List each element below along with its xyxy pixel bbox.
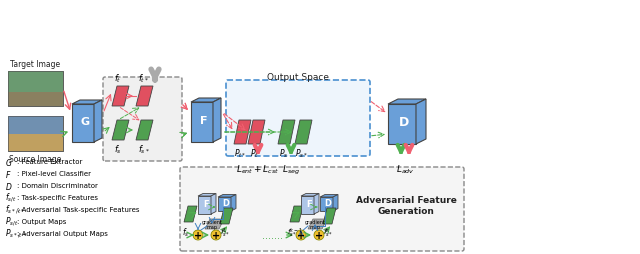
Polygon shape bbox=[323, 208, 336, 224]
Text: $L_{adv}$: $L_{adv}$ bbox=[396, 163, 414, 176]
Polygon shape bbox=[211, 194, 216, 214]
Text: +: + bbox=[212, 230, 220, 240]
Text: $f_{t*}$: $f_{t*}$ bbox=[138, 72, 150, 85]
Text: +: + bbox=[297, 230, 305, 240]
Polygon shape bbox=[112, 87, 129, 107]
Polygon shape bbox=[416, 100, 426, 145]
Bar bbox=[8, 93, 63, 107]
Polygon shape bbox=[72, 101, 102, 105]
Text: +: + bbox=[194, 230, 202, 240]
Polygon shape bbox=[213, 99, 221, 142]
Text: $P_{s/t}$: $P_{s/t}$ bbox=[5, 215, 19, 228]
Text: D: D bbox=[399, 116, 410, 129]
Circle shape bbox=[193, 230, 203, 240]
Text: : Adversarial Task-specific Features: : Adversarial Task-specific Features bbox=[17, 206, 140, 212]
Text: D: D bbox=[324, 198, 332, 208]
Text: : Pixel-level Classifier: : Pixel-level Classifier bbox=[17, 170, 91, 176]
Text: $D$: $D$ bbox=[5, 180, 13, 191]
FancyBboxPatch shape bbox=[180, 167, 464, 251]
Polygon shape bbox=[278, 121, 295, 145]
Polygon shape bbox=[388, 105, 416, 145]
Text: $P_{t*}$: $P_{t*}$ bbox=[234, 147, 246, 160]
Polygon shape bbox=[301, 194, 319, 196]
Polygon shape bbox=[94, 101, 102, 142]
Text: $P_{s*}$: $P_{s*}$ bbox=[294, 147, 307, 160]
Text: gradient
map: gradient map bbox=[202, 219, 223, 230]
Text: : Output Maps: : Output Maps bbox=[17, 218, 67, 224]
Text: gradient
map: gradient map bbox=[305, 219, 325, 230]
Text: : Adversarial Output Maps: : Adversarial Output Maps bbox=[17, 230, 108, 236]
Polygon shape bbox=[218, 195, 236, 197]
Text: $f_{s*}^k$: $f_{s*}^k$ bbox=[323, 226, 333, 239]
Polygon shape bbox=[248, 121, 265, 145]
Text: Adversarial Feature
Generation: Adversarial Feature Generation bbox=[356, 196, 456, 215]
Text: Output Space: Output Space bbox=[267, 73, 329, 82]
Text: Source Image: Source Image bbox=[10, 154, 61, 163]
Text: $f_{s*/t*}$: $f_{s*/t*}$ bbox=[5, 203, 25, 216]
Text: $f_s$: $f_s$ bbox=[182, 226, 189, 239]
Text: $F$: $F$ bbox=[5, 168, 12, 179]
Text: $P_{s*/t*}$: $P_{s*/t*}$ bbox=[5, 227, 27, 240]
Polygon shape bbox=[333, 195, 338, 211]
Text: $G$: $G$ bbox=[5, 156, 13, 167]
Polygon shape bbox=[220, 208, 233, 224]
Text: $f_s$: $f_s$ bbox=[114, 144, 122, 156]
Polygon shape bbox=[308, 219, 327, 229]
Polygon shape bbox=[320, 195, 338, 197]
Text: $f_{s*}$: $f_{s*}$ bbox=[138, 144, 150, 156]
Bar bbox=[8, 117, 63, 151]
Text: $f_{s*}^{k-1}$: $f_{s*}^{k-1}$ bbox=[287, 226, 303, 239]
FancyBboxPatch shape bbox=[226, 81, 370, 156]
Polygon shape bbox=[191, 103, 213, 142]
Text: F: F bbox=[203, 199, 209, 209]
Polygon shape bbox=[136, 121, 153, 140]
Polygon shape bbox=[198, 196, 211, 214]
Polygon shape bbox=[388, 100, 426, 105]
Polygon shape bbox=[198, 194, 216, 196]
Circle shape bbox=[296, 230, 306, 240]
Text: $L_{seg}$: $L_{seg}$ bbox=[282, 163, 300, 177]
Bar bbox=[8, 117, 63, 151]
Text: +: + bbox=[315, 230, 323, 240]
Circle shape bbox=[314, 230, 324, 240]
Text: .......: ....... bbox=[262, 230, 283, 240]
Polygon shape bbox=[320, 197, 333, 211]
Polygon shape bbox=[234, 121, 251, 145]
Text: F: F bbox=[306, 199, 312, 209]
Polygon shape bbox=[231, 195, 236, 211]
Polygon shape bbox=[301, 196, 314, 214]
Bar bbox=[8, 72, 63, 93]
Bar bbox=[8, 72, 63, 107]
Bar bbox=[8, 72, 63, 107]
Polygon shape bbox=[314, 194, 319, 214]
Text: F: F bbox=[200, 116, 208, 125]
Text: $f_t$: $f_t$ bbox=[115, 72, 122, 85]
Bar bbox=[8, 134, 63, 151]
Text: $f_{s*}^1$: $f_{s*}^1$ bbox=[220, 226, 230, 239]
Text: D: D bbox=[222, 198, 229, 208]
Circle shape bbox=[211, 230, 221, 240]
Text: $P_s$: $P_s$ bbox=[279, 147, 289, 160]
Bar bbox=[8, 117, 63, 134]
Text: $L_{ent}+L_{cst}$: $L_{ent}+L_{cst}$ bbox=[236, 163, 280, 176]
Polygon shape bbox=[205, 219, 224, 229]
Text: : Feature Extractor: : Feature Extractor bbox=[17, 158, 83, 164]
Text: $P_t$: $P_t$ bbox=[250, 147, 259, 160]
Polygon shape bbox=[184, 206, 197, 222]
Text: : Domain Discriminator: : Domain Discriminator bbox=[17, 182, 98, 188]
Polygon shape bbox=[112, 121, 129, 140]
Text: $f_{s/t}$: $f_{s/t}$ bbox=[5, 191, 17, 204]
Polygon shape bbox=[218, 197, 231, 211]
Polygon shape bbox=[290, 206, 303, 222]
Text: : Task-specific Features: : Task-specific Features bbox=[17, 194, 98, 200]
Polygon shape bbox=[295, 121, 312, 145]
Polygon shape bbox=[191, 99, 221, 103]
Text: G: G bbox=[81, 117, 90, 126]
FancyBboxPatch shape bbox=[103, 78, 182, 161]
Polygon shape bbox=[72, 105, 94, 142]
Text: Target Image: Target Image bbox=[10, 60, 61, 69]
Polygon shape bbox=[136, 87, 153, 107]
